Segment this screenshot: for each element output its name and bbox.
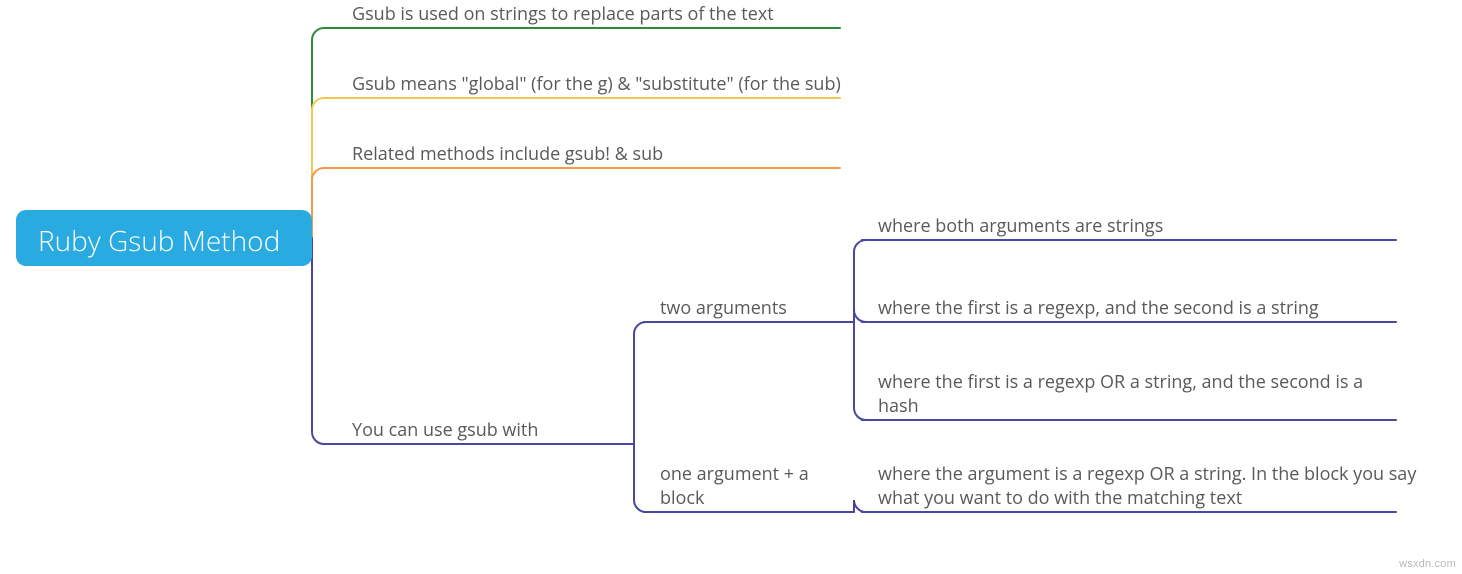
node-text: where the first is a regexp, and the sec… [878,296,1319,320]
node-text: Gsub means "global" (for the g) & "subst… [352,72,841,96]
node-gsub-description: Gsub is used on strings to replace parts… [352,2,774,26]
node-text: where the argument is a regexp OR a stri… [878,462,1416,510]
node-use-gsub-with: You can use gsub with [352,418,538,442]
node-text: where the first is a regexp OR a string,… [878,370,1363,418]
root-label: Ruby Gsub Method [38,222,280,260]
node-one-argument-block: one argument + a block [660,462,820,511]
node-text: one argument + a block [660,462,809,510]
node-regexp-or-string-hash: where the first is a regexp OR a string,… [878,370,1398,419]
node-text: You can use gsub with [352,418,538,442]
node-gsub-meaning: Gsub means "global" (for the g) & "subst… [352,72,841,96]
node-block-explanation: where the argument is a regexp OR a stri… [878,462,1418,511]
node-both-strings: where both arguments are strings [878,214,1163,238]
node-regexp-and-string: where the first is a regexp, and the sec… [878,296,1319,320]
node-related-methods: Related methods include gsub! & sub [352,142,663,166]
watermark: wsxdn.com [1399,558,1456,570]
node-text: where both arguments are strings [878,214,1163,238]
node-text: Related methods include gsub! & sub [352,142,663,166]
root-node: Ruby Gsub Method [16,210,312,266]
node-text: two arguments [660,296,787,320]
node-two-arguments: two arguments [660,296,787,320]
node-text: Gsub is used on strings to replace parts… [352,2,774,26]
